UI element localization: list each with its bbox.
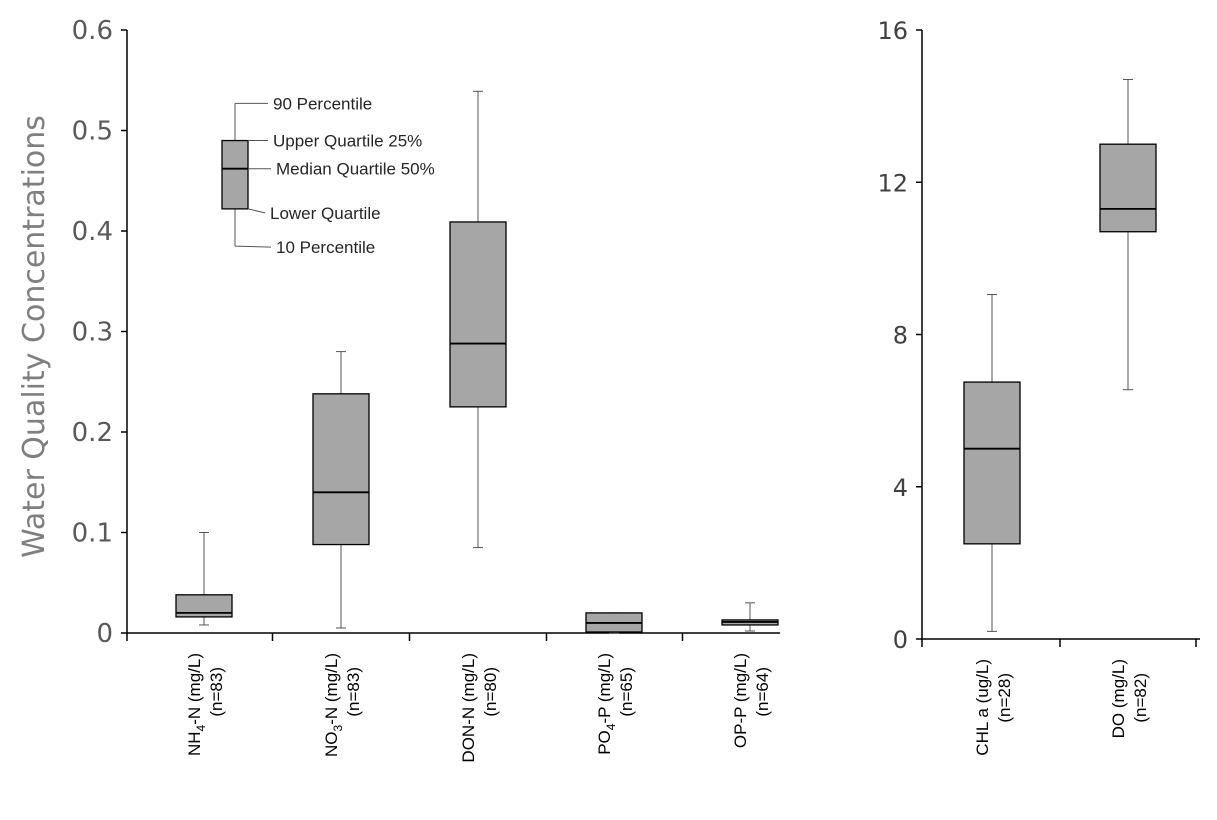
category-name: DO (mg/L)	[1109, 659, 1128, 738]
category-name: OP-P (mg/L)	[731, 653, 750, 748]
category-name-rest: -N (mg/L)	[322, 653, 341, 725]
category-name-main: CHL a (ug/L)	[973, 659, 992, 756]
category-n: (n=64)	[753, 667, 772, 717]
box-group	[585, 612, 643, 634]
category-label: DON-N (mg/L) (n=80)	[459, 653, 500, 763]
legend-label: 90 Percentile	[273, 94, 372, 113]
category-label: CHL a (ug/L) (n=28)	[973, 659, 1014, 756]
legend-box	[221, 139, 249, 210]
category-n: (n=83)	[344, 667, 363, 717]
legend-label: Upper Quartile 25%	[273, 132, 422, 151]
category-n: (n=80)	[481, 667, 500, 717]
category-name: NO3-N (mg/L)	[322, 653, 345, 757]
legend-label: Lower Quartile	[270, 204, 381, 223]
category-label: DO (mg/L) (n=82)	[1109, 659, 1150, 738]
left-panel: 0 0.1 0.2 0.3 0.4 0.5 0.6 Water Quality Concent…	[17, 16, 780, 763]
y-axis-title: Water Quality Concentrations	[17, 115, 52, 558]
category-n: (n=82)	[1131, 673, 1150, 723]
y-tick-label: 0	[893, 626, 908, 654]
category-label: OP-P (mg/L) (n=64)	[731, 653, 772, 748]
category-label: PO4-P (mg/L) (n=65)	[595, 653, 636, 755]
category-name-rest: -P (mg/L)	[595, 653, 614, 724]
category-name-main: DO (mg/L)	[1109, 659, 1128, 738]
quartile-box	[963, 381, 1021, 545]
legend-label: Median Quartile 50%	[276, 160, 435, 179]
category-n: (n=83)	[207, 667, 226, 717]
category-name: NH4-N (mg/L)	[185, 653, 208, 756]
box-group	[1099, 78, 1157, 391]
y-tick-label: 12	[877, 169, 908, 197]
category-name: DON-N (mg/L)	[459, 653, 478, 763]
y-tick-label: 16	[877, 17, 908, 45]
quartile-box	[1099, 143, 1157, 233]
legend-pointer	[234, 245, 272, 248]
box-group	[312, 351, 370, 629]
category-n: (n=65)	[617, 667, 636, 717]
category-name-sub: 4	[604, 723, 618, 730]
y-tick-label: 0	[96, 619, 113, 649]
category-name-sub: 3	[331, 724, 345, 731]
y-tick-label: 0.1	[72, 519, 113, 549]
y-tick-label: 4	[893, 474, 908, 502]
quartile-box	[449, 221, 507, 408]
box-group	[449, 90, 507, 549]
box-group	[175, 532, 233, 626]
y-tick-label: 0.6	[72, 16, 113, 46]
category-name: PO4-P (mg/L)	[595, 653, 618, 755]
quartile-box	[175, 594, 233, 618]
y-tick-label: 8	[893, 322, 908, 350]
box-group	[963, 294, 1021, 632]
y-tick-label: 0.4	[72, 217, 113, 247]
category-name-rest: -N (mg/L)	[185, 653, 204, 725]
category-name-main: OP-P (mg/L)	[731, 653, 750, 748]
category-name-main: DON-N (mg/L)	[459, 653, 478, 763]
right-panel: 0 4 8 12 16 CHL a (ug/L) (n=28) DO (mg/L) (n=82)	[877, 17, 1200, 756]
legend-pointer	[247, 208, 266, 214]
quartile-box	[312, 393, 370, 546]
category-name-sub: 4	[194, 724, 208, 731]
category-name-main: PO	[595, 730, 614, 755]
category-name-main: NO	[322, 731, 341, 757]
category-label: NO3-N (mg/L) (n=83)	[322, 653, 363, 757]
legend-label: 10 Percentile	[276, 238, 375, 257]
category-n: (n=28)	[995, 673, 1014, 723]
box-group	[721, 602, 779, 632]
category-label: NH4-N (mg/L) (n=83)	[185, 653, 226, 756]
y-tick-label: 0.2	[72, 418, 113, 448]
legend: 90 Percentile Upper Quartile 25% Median Qu…	[221, 94, 435, 257]
y-tick-label: 0.5	[72, 117, 113, 147]
y-tick-label: 0.3	[72, 318, 113, 348]
category-name: CHL a (ug/L)	[973, 659, 992, 756]
category-name-main: NH	[185, 731, 204, 756]
